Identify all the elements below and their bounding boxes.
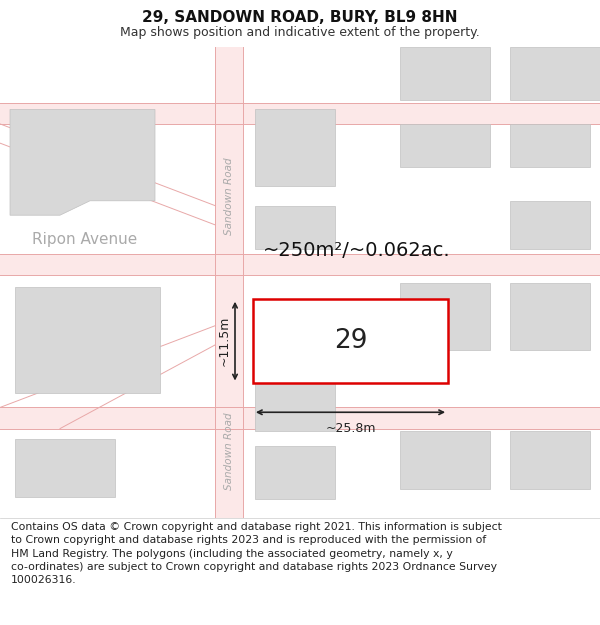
Bar: [15, 288, 160, 393]
Bar: [0, 102, 600, 124]
Polygon shape: [10, 102, 215, 109]
Bar: [255, 206, 335, 249]
Bar: [510, 124, 590, 167]
Bar: [400, 47, 490, 100]
Bar: [510, 282, 590, 350]
Bar: [255, 446, 335, 499]
Bar: [215, 47, 243, 518]
Polygon shape: [10, 109, 155, 215]
Bar: [255, 109, 335, 186]
Bar: [0, 254, 600, 275]
Bar: [510, 47, 600, 100]
Bar: [510, 201, 590, 249]
Bar: [400, 431, 490, 489]
Text: Map shows position and indicative extent of the property.: Map shows position and indicative extent…: [120, 26, 480, 39]
Text: Sandown Road: Sandown Road: [224, 412, 234, 489]
Bar: [253, 299, 448, 383]
Text: ~11.5m: ~11.5m: [218, 316, 231, 366]
Bar: [400, 282, 490, 350]
Text: 29: 29: [334, 328, 367, 354]
Bar: [255, 379, 335, 431]
Text: ~25.8m: ~25.8m: [325, 422, 376, 435]
Text: 29, SANDOWN ROAD, BURY, BL9 8HN: 29, SANDOWN ROAD, BURY, BL9 8HN: [142, 11, 458, 26]
Text: Ripon Avenue: Ripon Avenue: [32, 232, 137, 247]
Bar: [0, 408, 600, 429]
Bar: [400, 124, 490, 167]
Bar: [510, 431, 590, 489]
Text: Contains OS data © Crown copyright and database right 2021. This information is : Contains OS data © Crown copyright and d…: [11, 522, 502, 585]
Text: ~250m²/~0.062ac.: ~250m²/~0.062ac.: [263, 241, 451, 260]
Text: Sandown Road: Sandown Road: [224, 157, 234, 235]
Bar: [15, 439, 115, 497]
